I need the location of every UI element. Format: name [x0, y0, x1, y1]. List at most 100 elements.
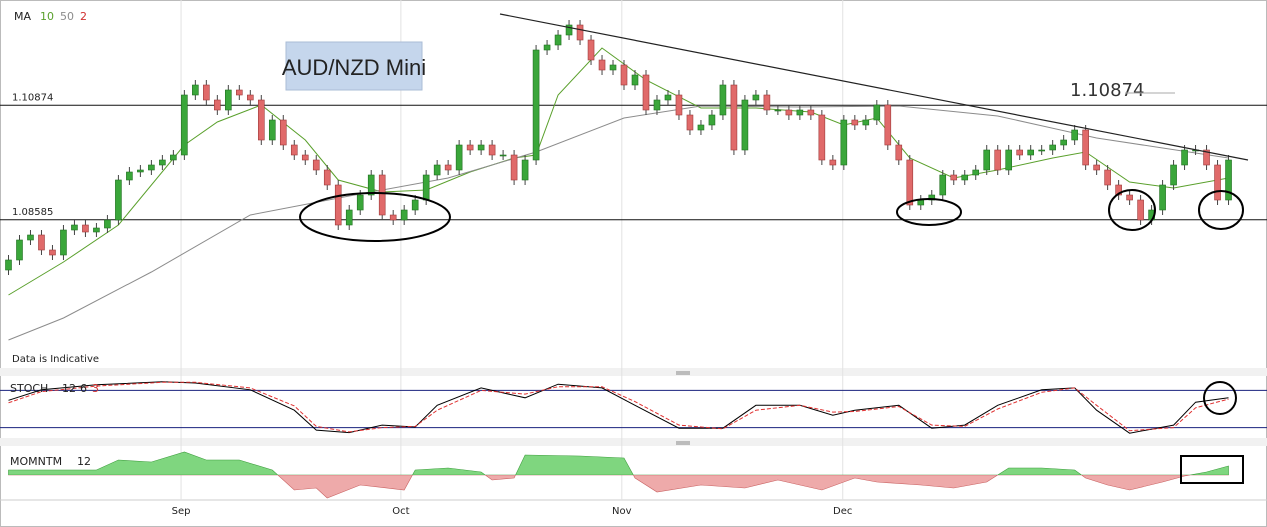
candle-body — [5, 259, 12, 271]
title-box — [285, 41, 423, 91]
candle-body — [510, 154, 518, 181]
highlight-box — [1180, 455, 1244, 484]
candle-body — [609, 64, 617, 71]
candle-body — [1082, 129, 1089, 166]
candle-body — [741, 99, 749, 151]
indicator-label: MOMNTM — [10, 455, 62, 468]
x-tick-label: Nov — [612, 506, 632, 517]
candle-body — [93, 227, 100, 233]
candle-body — [664, 94, 672, 101]
candle-body — [71, 224, 78, 231]
candle-body — [378, 174, 386, 216]
chart-title: AUD/NZD Mini — [282, 55, 426, 80]
indicator-label: MA — [14, 10, 31, 23]
candle-body — [1159, 184, 1166, 211]
candle-body — [1170, 164, 1177, 186]
candle-body — [796, 109, 804, 116]
candle-body — [411, 199, 419, 211]
candle-body — [181, 94, 188, 156]
indicator-line — [8, 105, 1229, 341]
candle-body — [455, 144, 463, 171]
candle-body — [499, 154, 507, 157]
candle-body — [950, 174, 958, 181]
candle-body — [1126, 194, 1133, 201]
candle-body — [521, 159, 529, 181]
candle-body — [752, 94, 760, 101]
candle-body — [192, 84, 199, 96]
candle-body — [730, 84, 738, 151]
panel-divider — [0, 438, 1267, 446]
candle-body — [225, 89, 232, 111]
candle-body — [1104, 169, 1111, 186]
indicator-param: 2 — [80, 10, 87, 23]
candle-body — [1049, 144, 1056, 151]
candle-body — [400, 209, 408, 221]
indicator-param: 6 — [80, 382, 87, 395]
candle-body — [268, 119, 276, 141]
candle-body — [939, 174, 947, 196]
candle-body — [279, 119, 287, 146]
indicator-label: STOCH — [10, 382, 48, 395]
candle-body — [290, 144, 298, 156]
candle-body — [82, 224, 89, 233]
highlight-ellipse — [1198, 190, 1244, 230]
panel-divider — [0, 368, 1267, 376]
candle-body — [1214, 164, 1221, 201]
x-tick-label: Dec — [833, 506, 852, 517]
highlight-circle — [1203, 381, 1237, 415]
candle-body — [774, 109, 782, 112]
candle-body — [159, 159, 166, 166]
candle-body — [1005, 149, 1013, 171]
candle-body — [763, 94, 771, 111]
candle-body — [466, 144, 474, 151]
price-annotation: 1.10874 — [1070, 80, 1144, 101]
candle-body — [972, 169, 980, 176]
candle-body — [1137, 199, 1144, 221]
x-tick-label: Sep — [172, 506, 191, 517]
plot — [5, 20, 1232, 499]
candle-body — [170, 154, 177, 161]
note: Data is Indicative — [12, 354, 99, 365]
indicator-line — [8, 381, 1229, 433]
candle-body — [104, 219, 111, 229]
candle-body — [576, 24, 584, 41]
candle-body — [994, 149, 1002, 171]
candle-body — [543, 44, 551, 51]
candle-body — [686, 114, 694, 131]
indicator-param: 3 — [92, 382, 99, 395]
candle-body — [247, 94, 254, 101]
candle-body — [818, 114, 826, 161]
indicator-param: 12 — [62, 382, 76, 395]
candle-body — [301, 154, 309, 161]
momentum-area-negative — [8, 475, 1229, 499]
candle-body — [477, 144, 485, 151]
candle-body — [1203, 149, 1210, 166]
candle-body — [961, 174, 969, 181]
candle-body — [1016, 149, 1023, 156]
indicator-line — [8, 47, 1229, 296]
candle-body — [587, 39, 595, 61]
candle-body — [785, 109, 793, 116]
candle-body — [873, 104, 881, 121]
candle-body — [203, 84, 210, 101]
candle-body — [598, 59, 606, 71]
highlight-ellipse — [896, 198, 962, 226]
candle-body — [257, 99, 265, 141]
candle-body — [433, 164, 441, 176]
highlight-ellipse — [1108, 189, 1156, 231]
candle-body — [1181, 149, 1188, 166]
candle-body — [323, 169, 331, 186]
highlight-ellipse — [299, 192, 451, 242]
candle-body — [137, 169, 144, 173]
candle-body — [862, 119, 870, 126]
candle-body — [115, 179, 122, 221]
candle-body — [620, 64, 628, 86]
candle-body — [917, 199, 925, 206]
candle-body — [1115, 184, 1122, 196]
candle-body — [807, 109, 815, 116]
candle-body — [554, 34, 562, 46]
indicator-line — [8, 381, 1229, 434]
candle-body — [389, 214, 397, 221]
